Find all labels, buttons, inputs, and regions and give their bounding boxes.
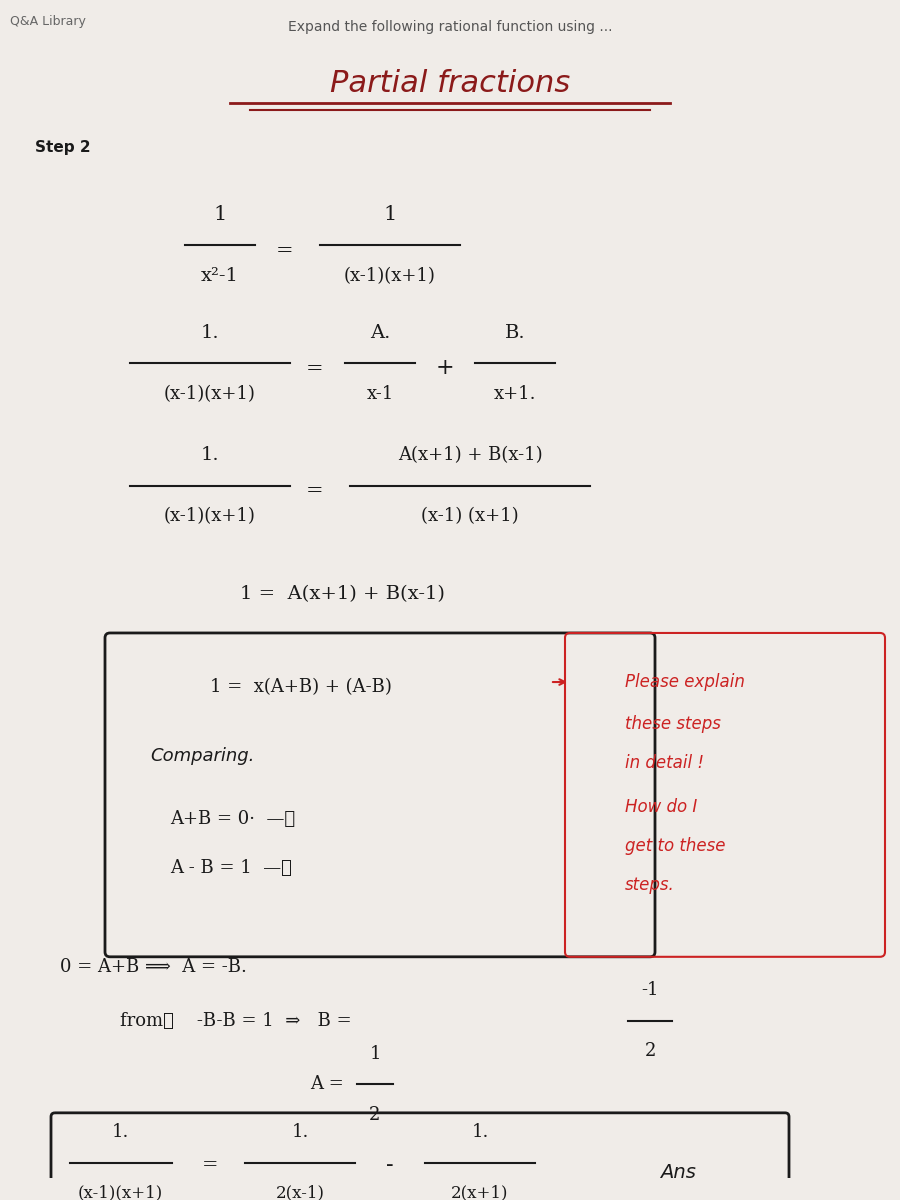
Text: 1.: 1. bbox=[112, 1123, 129, 1141]
Text: =: = bbox=[306, 359, 324, 378]
Text: =: = bbox=[202, 1156, 218, 1174]
Text: in detail !: in detail ! bbox=[625, 755, 704, 773]
Text: from②    -B-B = 1  ⇒   B =: from② -B-B = 1 ⇒ B = bbox=[120, 1012, 357, 1030]
Text: steps.: steps. bbox=[625, 876, 675, 894]
Text: Please explain: Please explain bbox=[625, 673, 745, 691]
Text: A(x+1) + B(x-1): A(x+1) + B(x-1) bbox=[398, 446, 543, 464]
Text: x²-1: x²-1 bbox=[201, 266, 239, 284]
Text: -1: -1 bbox=[641, 982, 659, 1000]
Text: (x-1) (x+1): (x-1) (x+1) bbox=[421, 508, 518, 526]
Text: 1.: 1. bbox=[201, 446, 220, 464]
Text: 1: 1 bbox=[213, 205, 227, 223]
Text: 2: 2 bbox=[644, 1042, 656, 1060]
Text: Step 2: Step 2 bbox=[35, 140, 91, 155]
Text: (x-1)(x+1): (x-1)(x+1) bbox=[164, 385, 256, 403]
Text: A - B = 1  —②: A - B = 1 —② bbox=[170, 859, 292, 877]
Text: A+B = 0·  —①: A+B = 0· —① bbox=[170, 810, 295, 828]
Text: get to these: get to these bbox=[625, 836, 725, 854]
Text: 1.: 1. bbox=[201, 324, 220, 342]
Text: B.: B. bbox=[505, 324, 526, 342]
Text: Expand the following rational function using ...: Expand the following rational function u… bbox=[288, 20, 612, 35]
Text: -: - bbox=[386, 1154, 394, 1176]
Text: A =: A = bbox=[310, 1075, 350, 1093]
Text: A.: A. bbox=[370, 324, 391, 342]
Text: these steps: these steps bbox=[625, 715, 721, 733]
Text: +: + bbox=[436, 358, 454, 379]
Text: =: = bbox=[306, 481, 324, 500]
Text: (x-1)(x+1): (x-1)(x+1) bbox=[77, 1184, 163, 1200]
Text: 2(x+1): 2(x+1) bbox=[451, 1184, 508, 1200]
Text: 2: 2 bbox=[369, 1106, 381, 1124]
Text: Comparing.: Comparing. bbox=[150, 746, 255, 764]
Text: Partial fractions: Partial fractions bbox=[330, 68, 570, 98]
Text: x-1: x-1 bbox=[366, 385, 393, 403]
Text: 1: 1 bbox=[369, 1045, 381, 1063]
Text: 1 =  x(A+B) + (A-B): 1 = x(A+B) + (A-B) bbox=[210, 678, 392, 696]
Text: 1.: 1. bbox=[292, 1123, 309, 1141]
Text: How do I: How do I bbox=[625, 798, 698, 816]
Text: 0 = A+B ⟹  A = -B.: 0 = A+B ⟹ A = -B. bbox=[60, 958, 247, 976]
Text: 1.: 1. bbox=[472, 1123, 489, 1141]
Text: (x-1)(x+1): (x-1)(x+1) bbox=[164, 508, 256, 526]
Text: (x-1)(x+1): (x-1)(x+1) bbox=[344, 266, 436, 284]
Text: 1: 1 bbox=[383, 205, 397, 223]
Text: Ans: Ans bbox=[660, 1163, 696, 1182]
Text: =: = bbox=[276, 241, 293, 259]
Text: 1 =  A(x+1) + B(x-1): 1 = A(x+1) + B(x-1) bbox=[240, 584, 445, 602]
Text: Q&A Library: Q&A Library bbox=[10, 14, 86, 28]
Text: x+1.: x+1. bbox=[494, 385, 536, 403]
Text: 2(x-1): 2(x-1) bbox=[275, 1184, 325, 1200]
